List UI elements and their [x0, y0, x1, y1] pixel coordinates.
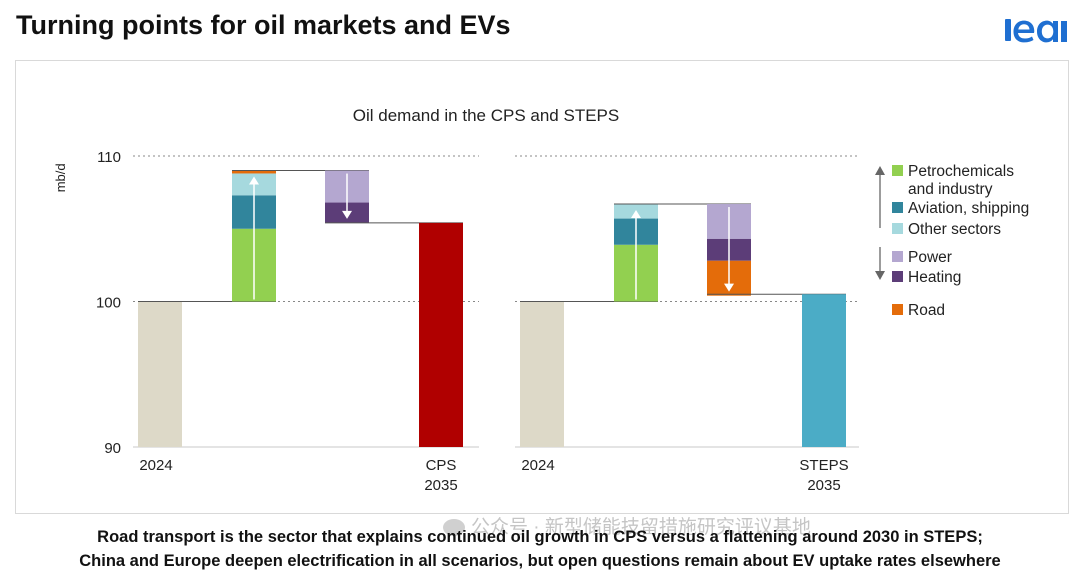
chart-panel: Oil demand in the CPS and STEPS mb/d 90 100…	[15, 60, 1069, 514]
chart-title: Oil demand in the CPS and STEPS	[353, 106, 619, 125]
x-tick-label-end: STEPS	[799, 457, 848, 474]
decrease-arrow-head	[342, 210, 352, 219]
wechat-icon	[443, 519, 465, 537]
legend-up-arrow-head	[875, 166, 885, 175]
legend-down-arrow-head	[875, 271, 885, 280]
footer-line-1: Road transport is the sector that explai…	[97, 528, 983, 546]
legend-label-petrochemicals: and industry	[908, 181, 993, 198]
legend-swatch-other	[892, 223, 903, 234]
oil-demand-chart: Oil demand in the CPS and STEPS mb/d 90 100…	[53, 106, 1029, 494]
decrease-arrow-head	[724, 283, 734, 292]
bar-increase-road	[232, 170, 276, 174]
watermark-text: 公众号 · 新型储能技留措施研究评议基地	[471, 517, 811, 538]
watermark: 公众号 · 新型储能技留措施研究评议基地	[443, 512, 811, 539]
legend-label-road: Road	[908, 302, 945, 319]
legend-label-power: Power	[908, 249, 952, 266]
legend-swatch-road	[892, 304, 903, 315]
x-tick-label-end: 2035	[807, 477, 840, 494]
legend-label-aviation: Aviation, shipping	[908, 200, 1029, 217]
legend-swatch-aviation	[892, 202, 903, 213]
iea-logo-mark	[1005, 19, 1067, 43]
x-tick-label-2024: 2024	[139, 457, 172, 474]
legend-swatch-power	[892, 251, 903, 262]
iea-logo	[1004, 14, 1070, 49]
footer-line-2: China and Europe deepen electrification …	[79, 552, 1001, 570]
x-tick-label-end: CPS	[426, 457, 457, 474]
slide-title: Turning points for oil markets and EVs	[16, 10, 511, 40]
increase-arrow-head	[249, 176, 259, 185]
bar-2024	[138, 301, 182, 447]
y-tick-label: 100	[96, 295, 121, 312]
x-tick-label-end: 2035	[424, 477, 457, 494]
bar-2035-cps	[419, 222, 463, 447]
x-tick-label-2024: 2024	[521, 457, 554, 474]
y-tick-label: 110	[97, 149, 121, 166]
legend-swatch-heating	[892, 271, 903, 282]
legend-label-other: Other sectors	[908, 221, 1001, 238]
increase-arrow-head	[631, 210, 641, 219]
y-tick-label: 90	[104, 440, 121, 457]
bar-2024	[520, 301, 564, 447]
legend-swatch-petrochemicals	[892, 165, 903, 176]
legend-label-heating: Heating	[908, 269, 961, 286]
y-axis-label: mb/d	[53, 163, 68, 192]
bar-2035-steps	[802, 294, 846, 447]
legend-label-petrochemicals: Petrochemicals	[908, 163, 1014, 180]
